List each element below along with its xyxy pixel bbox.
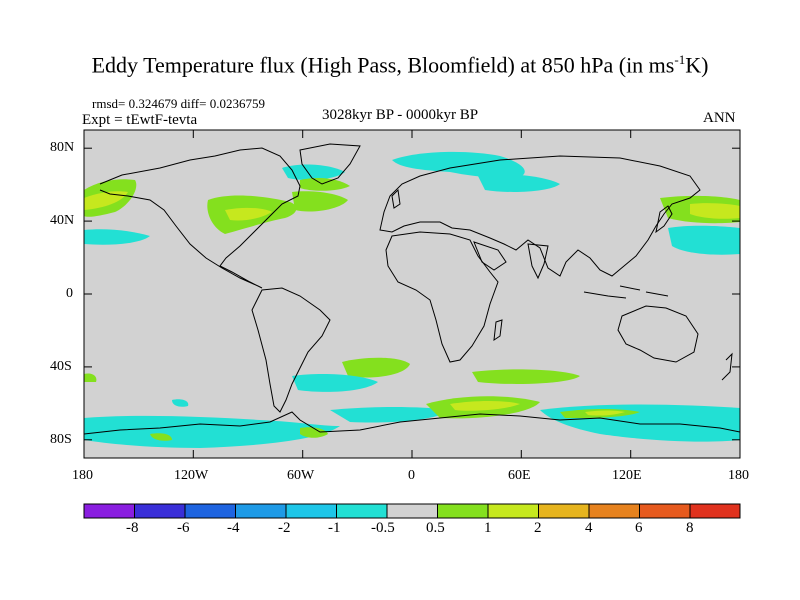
field-natl-north-neg — [282, 164, 345, 180]
field-so-neg-center — [330, 407, 450, 423]
map-background — [84, 130, 740, 458]
contour-fields — [84, 151, 740, 448]
colorbar-box-2 — [185, 504, 236, 518]
coast-africa — [385, 231, 499, 363]
coast-new-zealand — [721, 352, 733, 381]
colorbar-box-8 — [488, 504, 539, 518]
colorbar-label-6: 0.5 — [426, 520, 445, 536]
period-label: 3028kyr BP - 0000kyr BP — [322, 107, 479, 123]
coast-japan — [655, 205, 673, 234]
season-label: ANN — [703, 110, 736, 126]
colorbar-box-6 — [387, 504, 438, 518]
coast-indonesia — [583, 285, 669, 299]
colorbar-box-3 — [235, 504, 286, 518]
colorbar-label-3: -2 — [278, 520, 291, 536]
lon-label-180e: 180 — [728, 468, 749, 483]
lon-label-120w: 120W — [174, 468, 209, 483]
colorbar-box-1 — [134, 504, 185, 518]
lat-label-40s: 40S — [50, 359, 72, 374]
stats-text: rmsd= 0.324679 diff= 0.0236759 — [92, 96, 265, 111]
field-npac-east-neg — [84, 229, 150, 245]
lat-ticks — [84, 147, 740, 441]
field-npac-east-pos2 — [84, 191, 128, 210]
colorbar-label-1: -6 — [177, 520, 190, 536]
map-title: Eddy Temperature flux (High Pass, Bloomf… — [91, 52, 709, 78]
colorbar-box-0 — [84, 504, 135, 518]
colorbar-box-11 — [639, 504, 690, 518]
colorbar-label-10: 6 — [635, 520, 643, 536]
coast-north-america — [99, 147, 301, 289]
lat-label-80s: 80S — [50, 432, 72, 447]
colorbar-label-4: -1 — [328, 520, 341, 536]
field-natl-pos2 — [225, 207, 272, 221]
field-nwpac-neg — [668, 225, 740, 255]
colorbar-box-5 — [336, 504, 387, 518]
coastlines — [84, 143, 740, 435]
field-nwpac-pos2 — [690, 203, 740, 219]
colorbar-label-7: 1 — [484, 520, 492, 536]
field-so-pos-small — [150, 433, 172, 441]
coast-south-america — [251, 287, 331, 413]
lon-label-0: 0 — [408, 468, 415, 483]
lon-label-180w: 180 — [72, 468, 93, 483]
coast-australia — [617, 305, 699, 363]
field-sam-neg — [292, 374, 378, 392]
lat-label-40n: 40N — [50, 213, 75, 228]
coast-antarctica — [84, 411, 740, 435]
field-greenland-pos — [300, 178, 350, 191]
colorbar-label-11: 8 — [686, 520, 694, 536]
colorbar-box-12 — [690, 504, 740, 518]
colorbar-label-0: -8 — [126, 520, 139, 536]
colorbar — [83, 503, 741, 519]
lon-ticks — [192, 130, 632, 458]
field-sio-pos-small — [84, 373, 97, 382]
field-small-neg — [172, 399, 189, 407]
colorbar-label-8: 2 — [534, 520, 542, 536]
lat-label-80n: 80N — [50, 140, 75, 155]
colorbar-box-9 — [538, 504, 589, 518]
field-so-pos-east2 — [585, 410, 625, 416]
colorbar-frame — [83, 503, 741, 519]
colorbar-box-7 — [437, 504, 488, 518]
coast-arabia — [473, 241, 507, 271]
colorbar-box-4 — [286, 504, 337, 518]
field-siberia-neg — [478, 174, 560, 192]
field-arctic-neg — [392, 151, 525, 178]
coast-uk — [391, 188, 401, 209]
coast-eurasia — [379, 155, 701, 277]
field-so-pos-center2 — [450, 401, 520, 411]
field-sio-pos — [472, 369, 580, 384]
lon-label-60e: 60E — [508, 468, 531, 483]
coast-madagascar — [493, 319, 503, 342]
lon-label-60w: 60W — [287, 468, 315, 483]
lon-label-120e: 120E — [612, 468, 642, 483]
colorbar-label-5: -0.5 — [371, 520, 395, 536]
field-so-neg-west — [84, 415, 340, 448]
coast-greenland — [299, 143, 361, 185]
lat-label-0: 0 — [66, 286, 73, 301]
colorbar-label-9: 4 — [585, 520, 593, 536]
field-natl-ne — [292, 191, 348, 212]
field-so-pos-west — [300, 427, 328, 438]
colorbar-label-2: -4 — [227, 520, 240, 536]
colorbar-box-10 — [589, 504, 640, 518]
field-satl-pos — [342, 357, 410, 378]
experiment-label: Expt = tEwtF-tevta — [82, 112, 198, 128]
coast-india — [527, 243, 549, 280]
